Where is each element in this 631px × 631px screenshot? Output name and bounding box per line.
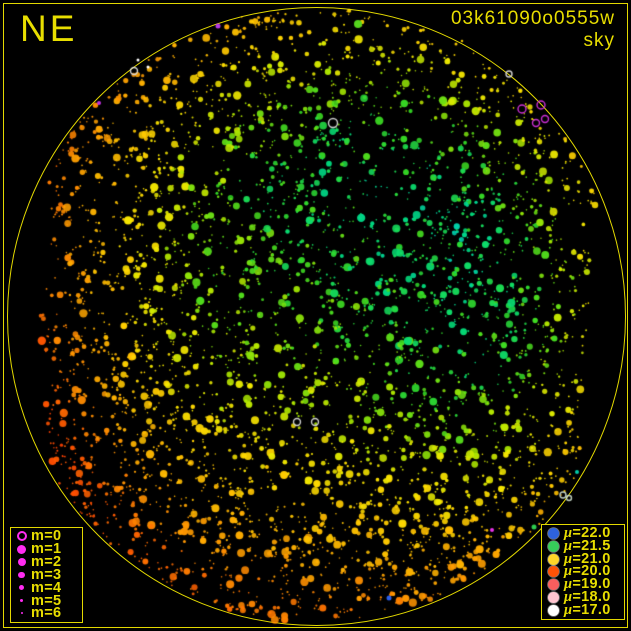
legend-label: m=6 <box>31 605 62 622</box>
mu-color-swatch <box>548 579 559 591</box>
legend-row: μ=21.5 <box>548 537 624 554</box>
legend-row: μ=19.0 <box>548 576 624 593</box>
magnitude-dot-marker <box>20 612 23 615</box>
mu-color-swatch <box>548 592 559 604</box>
legend-label: μ=22.0 <box>564 524 611 541</box>
legend-row: m=5 <box>19 592 82 609</box>
legend-label: m=5 <box>31 592 62 609</box>
legend-label: m=0 <box>31 528 62 545</box>
legend-row: m=4 <box>19 579 82 596</box>
legend-row: m=6 <box>19 605 82 622</box>
field-id-label: 03k61090o0555w <box>450 8 615 29</box>
magnitude-ring-marker <box>16 531 27 542</box>
legend-row: m=1 <box>16 541 82 558</box>
magnitude-dot-marker <box>16 544 27 555</box>
magnitude-dot-marker <box>17 558 26 567</box>
legend-row: μ=18.0 <box>548 589 624 606</box>
orientation-label: NE <box>20 8 78 49</box>
legend-row: μ=20.0 <box>548 563 624 580</box>
mu-color-swatch <box>548 527 559 539</box>
legend-label: μ=20.0 <box>564 563 611 580</box>
magnitude-size-legend: m=0 m=1 m=2 m=3 m=4 m=5 m=6 <box>10 527 83 623</box>
legend-label: m=4 <box>31 579 62 596</box>
mu-color-swatch <box>548 540 559 552</box>
legend-row: μ=21.0 <box>548 550 624 567</box>
legend-label: m=2 <box>31 554 62 571</box>
legend-label: m=1 <box>31 541 62 558</box>
sky-mode-label: sky <box>583 30 615 51</box>
magnitude-dot-marker <box>18 571 25 579</box>
legend-row: m=0 <box>16 528 82 545</box>
legend-row: μ=17.0 <box>548 601 624 618</box>
legend-label: μ=21.5 <box>564 537 611 554</box>
legend-row: μ=22.0 <box>548 524 624 541</box>
magnitude-dot-marker <box>19 585 24 591</box>
legend-row: m=3 <box>18 566 82 583</box>
legend-label: m=3 <box>31 566 62 583</box>
legend-label: μ=19.0 <box>564 576 611 593</box>
mu-color-swatch <box>548 604 559 616</box>
mu-color-legend: μ=22.0 μ=21.5 μ=21.0 μ=20.0 μ=19.0 μ=18.… <box>541 524 625 620</box>
legend-row: m=2 <box>17 554 82 571</box>
mu-color-swatch <box>548 553 559 565</box>
legend-label: μ=18.0 <box>564 589 611 606</box>
legend-label: μ=21.0 <box>564 550 611 567</box>
magnitude-dot-marker <box>19 598 24 603</box>
legend-label: μ=17.0 <box>564 601 611 618</box>
mu-color-swatch <box>548 566 559 578</box>
